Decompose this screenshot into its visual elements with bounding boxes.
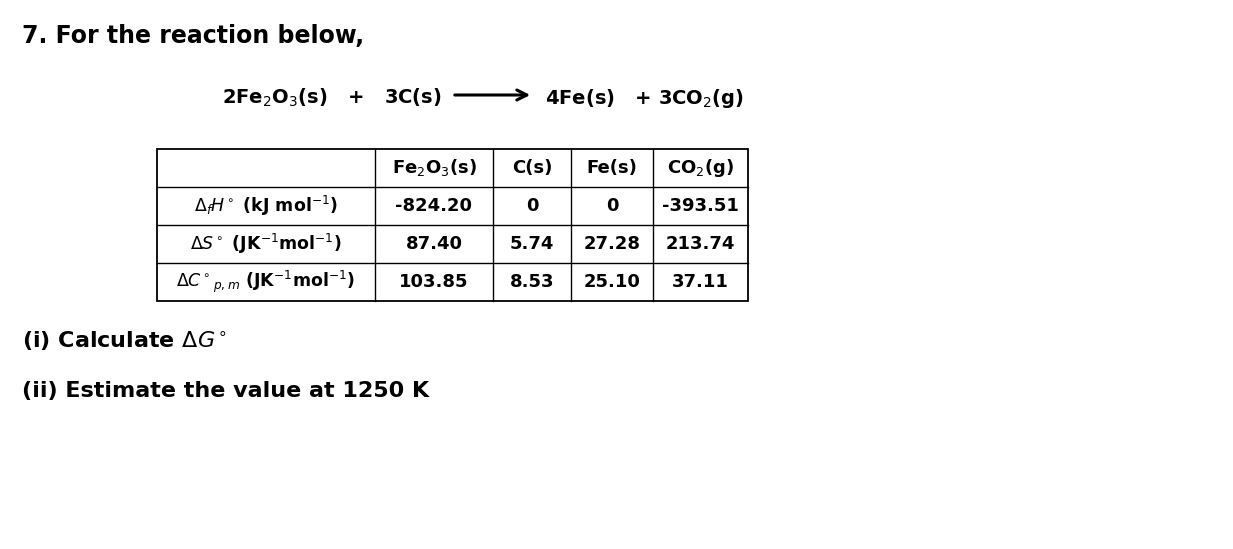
Text: -393.51: -393.51 (662, 197, 739, 215)
Text: $\Delta_f$$H$$^\circ$ (kJ mol$^{-1}$): $\Delta_f$$H$$^\circ$ (kJ mol$^{-1}$) (194, 194, 338, 218)
Text: CO$_2$(g): CO$_2$(g) (667, 157, 734, 179)
Text: 4Fe(s)   + 3CO$_2$(g): 4Fe(s) + 3CO$_2$(g) (545, 87, 743, 110)
Text: 0: 0 (605, 197, 618, 215)
Text: 7. For the reaction below,: 7. For the reaction below, (22, 24, 364, 48)
Text: 37.11: 37.11 (672, 273, 729, 291)
Text: 5.74: 5.74 (509, 235, 554, 253)
Text: 2Fe$_2$O$_3$(s)   +   3C(s): 2Fe$_2$O$_3$(s) + 3C(s) (222, 87, 441, 109)
Text: (ii) Estimate the value at 1250 K: (ii) Estimate the value at 1250 K (22, 381, 429, 401)
Text: 27.28: 27.28 (583, 235, 640, 253)
Text: 213.74: 213.74 (666, 235, 735, 253)
Text: Fe$_2$O$_3$(s): Fe$_2$O$_3$(s) (392, 158, 476, 178)
Bar (157, 149, 748, 301)
Text: -824.20: -824.20 (396, 197, 472, 215)
Text: C(s): C(s) (512, 159, 552, 177)
Text: 87.40: 87.40 (406, 235, 462, 253)
Text: 8.53: 8.53 (509, 273, 555, 291)
Text: 0: 0 (525, 197, 539, 215)
Text: $\Delta$$S$$^\circ$ (JK$^{-1}$mol$^{-1}$): $\Delta$$S$$^\circ$ (JK$^{-1}$mol$^{-1}$… (190, 232, 342, 256)
Text: 25.10: 25.10 (583, 273, 640, 291)
Text: Fe(s): Fe(s) (587, 159, 637, 177)
Text: (i) Calculate $\Delta$$G$$^\circ$: (i) Calculate $\Delta$$G$$^\circ$ (22, 329, 227, 352)
Text: $\Delta$$C$$^\circ$$_{p,m}$ (JK$^{-1}$mol$^{-1}$): $\Delta$$C$$^\circ$$_{p,m}$ (JK$^{-1}$mo… (176, 269, 355, 295)
Text: 103.85: 103.85 (399, 273, 469, 291)
